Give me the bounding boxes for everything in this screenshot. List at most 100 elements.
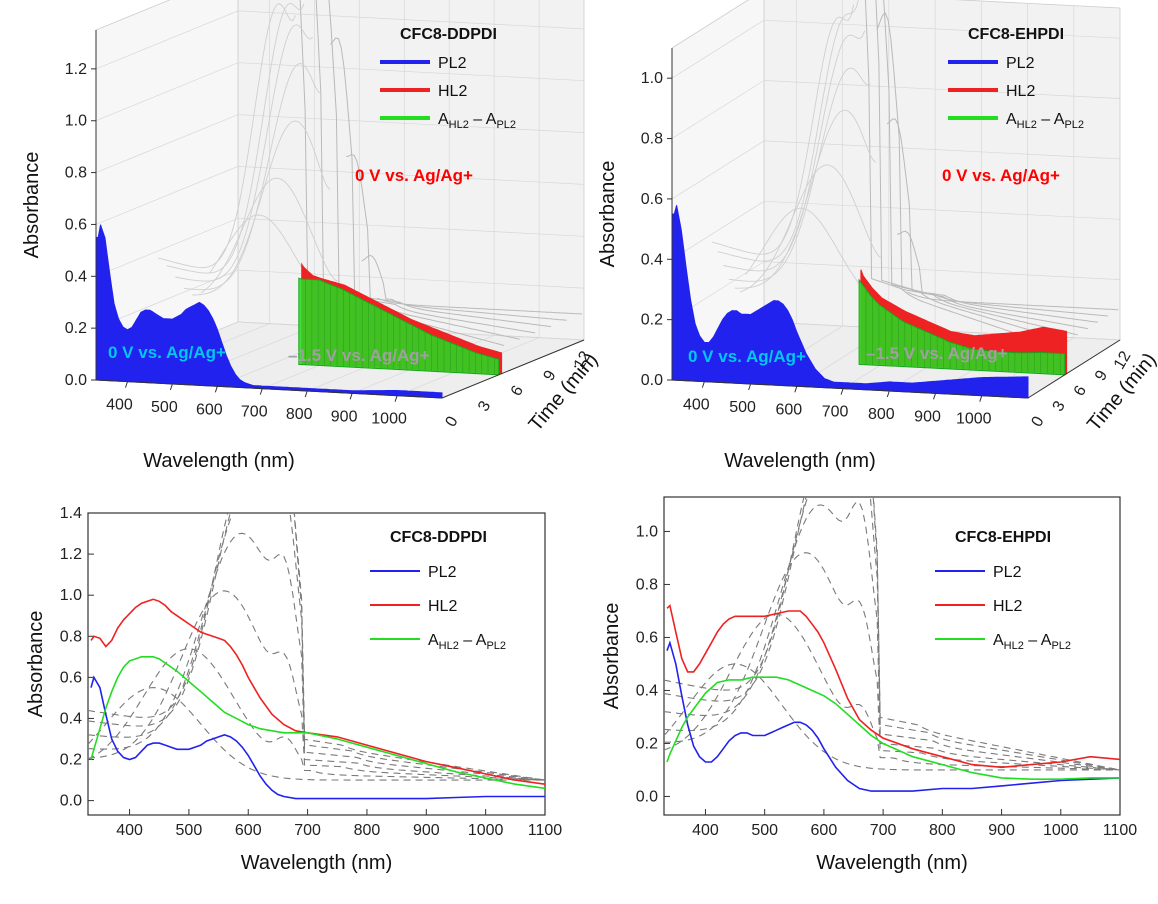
legend-text: – A: [469, 111, 497, 128]
x-tick-label: 600: [811, 822, 838, 839]
x-tick-label: 800: [354, 822, 381, 839]
grid-y: [671, 261, 1121, 320]
grid-y: [671, 200, 1121, 260]
y-axis-title: Absorbance: [601, 603, 623, 710]
x-tick-label: 800: [929, 822, 956, 839]
grid-x: [396, 0, 540, 397]
y-axis-title: Absorbance: [597, 161, 619, 268]
time-tick-label: 12: [1111, 348, 1135, 372]
grid-y: [671, 80, 1121, 139]
legend-subscript: HL2: [1017, 119, 1037, 131]
y-tick-label: 0.8: [65, 165, 87, 182]
x-axis-title: Wavelength (nm): [816, 852, 968, 874]
x-tick-mark: [794, 386, 798, 393]
x-tick-label: 400: [116, 822, 143, 839]
legend-title: CFC8-EHPDI: [955, 529, 1051, 546]
x-tick-label: 700: [294, 822, 321, 839]
grid-y: [95, 269, 585, 329]
time-series-line-1: [88, 648, 545, 781]
y-tick-label: 0.2: [641, 312, 663, 329]
time-slice-left-5: [717, 0, 859, 262]
y-tick-label: 0.0: [60, 793, 82, 810]
time-slice-left-4: [723, 30, 866, 272]
x-tick-label: 1000: [371, 411, 407, 428]
annotation-time: –1.5 V vs. Ag/Ag+: [866, 344, 1008, 363]
y-tick-label: 1.0: [65, 113, 87, 130]
diff-line: [90, 656, 545, 790]
time-series-line-4: [664, 497, 1120, 771]
grid-x: [307, 0, 450, 392]
time-slice-left-4: [175, 24, 313, 282]
plot-area: [88, 513, 545, 800]
y-tick-label: 0.4: [636, 682, 658, 699]
time-slice-1: [897, 230, 1109, 317]
legend-diff-label: AHL2 – APL2: [438, 111, 516, 131]
legend-subscript: HL2: [449, 119, 469, 131]
legend-pl2-label: PL2: [428, 564, 457, 581]
x-tick-label: 400: [683, 397, 710, 414]
time-tick-label: 0: [443, 414, 462, 430]
time-series-line-1: [664, 613, 1120, 771]
grid-y: [95, 62, 585, 122]
legend-subscript: PL2: [496, 119, 516, 131]
time-slice-left-2: [192, 120, 331, 296]
legend-pl2-label: PL2: [1006, 55, 1035, 72]
legend-diff-label: AHL2 – APL2: [428, 632, 506, 652]
x-tick-label: 700: [822, 404, 849, 421]
time-series-line-0: [664, 663, 1120, 771]
x-tick-label: 500: [729, 399, 756, 416]
y-tick-label: 0.8: [636, 576, 658, 593]
y-tick-label: 0.8: [60, 628, 82, 645]
x-tick-mark: [124, 381, 128, 388]
x-tick-label: 400: [692, 822, 719, 839]
x-tick-label: 1100: [1103, 822, 1138, 839]
pl2-ribbon: [95, 224, 443, 399]
y-tick-label: 0.6: [65, 216, 87, 233]
time-slice-left-5: [166, 2, 305, 274]
time-slice-left-3: [728, 67, 871, 282]
y-tick-label: 0.2: [65, 320, 87, 337]
legend-text: A: [428, 632, 439, 649]
hl2-line: [90, 598, 545, 785]
time-axis-line: [441, 339, 585, 399]
legend-diff-label: AHL2 – APL2: [993, 632, 1071, 652]
legend-text: – A: [1037, 111, 1065, 128]
y-tick-label: 0.0: [636, 788, 658, 805]
time-series-line-5: [664, 497, 1120, 771]
legend-pl2-label: PL2: [993, 564, 1022, 581]
x-tick-mark: [214, 386, 218, 393]
time-slice-1: [361, 254, 567, 321]
legend-text: A: [993, 632, 1004, 649]
x-tick-label: 600: [775, 401, 802, 418]
plot-frame: [87, 512, 546, 816]
plot-frame: [663, 496, 1121, 816]
grid-y: [95, 10, 585, 70]
x-tick-mark: [933, 393, 937, 400]
y-tick-label: 0.6: [641, 191, 663, 208]
grid-y: [671, 140, 1121, 200]
pl2-line: [666, 640, 1120, 792]
time-series-line-2: [664, 552, 1120, 771]
grid-x: [981, 5, 1075, 396]
x-axis-line: [671, 379, 1029, 399]
legend-text: A: [438, 111, 449, 128]
time-series-line-0: [88, 687, 545, 781]
legend-title: CFC8-DDPDI: [390, 529, 487, 546]
legend-subscript: HL2: [439, 640, 459, 652]
x-tick-mark: [304, 390, 308, 398]
time-tick-label: 9: [540, 368, 559, 384]
legend-subscript: HL2: [1004, 640, 1024, 652]
x-tick-label: 500: [176, 822, 203, 839]
annotation-pl2: 0 V vs. Ag/Ag+: [688, 347, 806, 366]
x-tick-label: 1100: [528, 822, 563, 839]
time-tick-label: 6: [1071, 383, 1090, 399]
time-tick-label: 3: [475, 398, 494, 414]
chart-2d-cfc8-ddpdi: 400 500 600 700 800 900 1000 1100 0.0 0.2 0.4 0.6 0.…: [25, 505, 563, 874]
y-axis-title: Absorbance: [25, 611, 47, 718]
pl2-ribbon: [671, 205, 1029, 399]
x-tick-mark: [394, 395, 398, 402]
y-tick-label: 1.0: [60, 587, 82, 604]
legend-subscript: PL2: [1064, 119, 1084, 131]
y-tick-label: 0.6: [636, 629, 658, 646]
time-tick-label: 0: [1029, 414, 1048, 430]
